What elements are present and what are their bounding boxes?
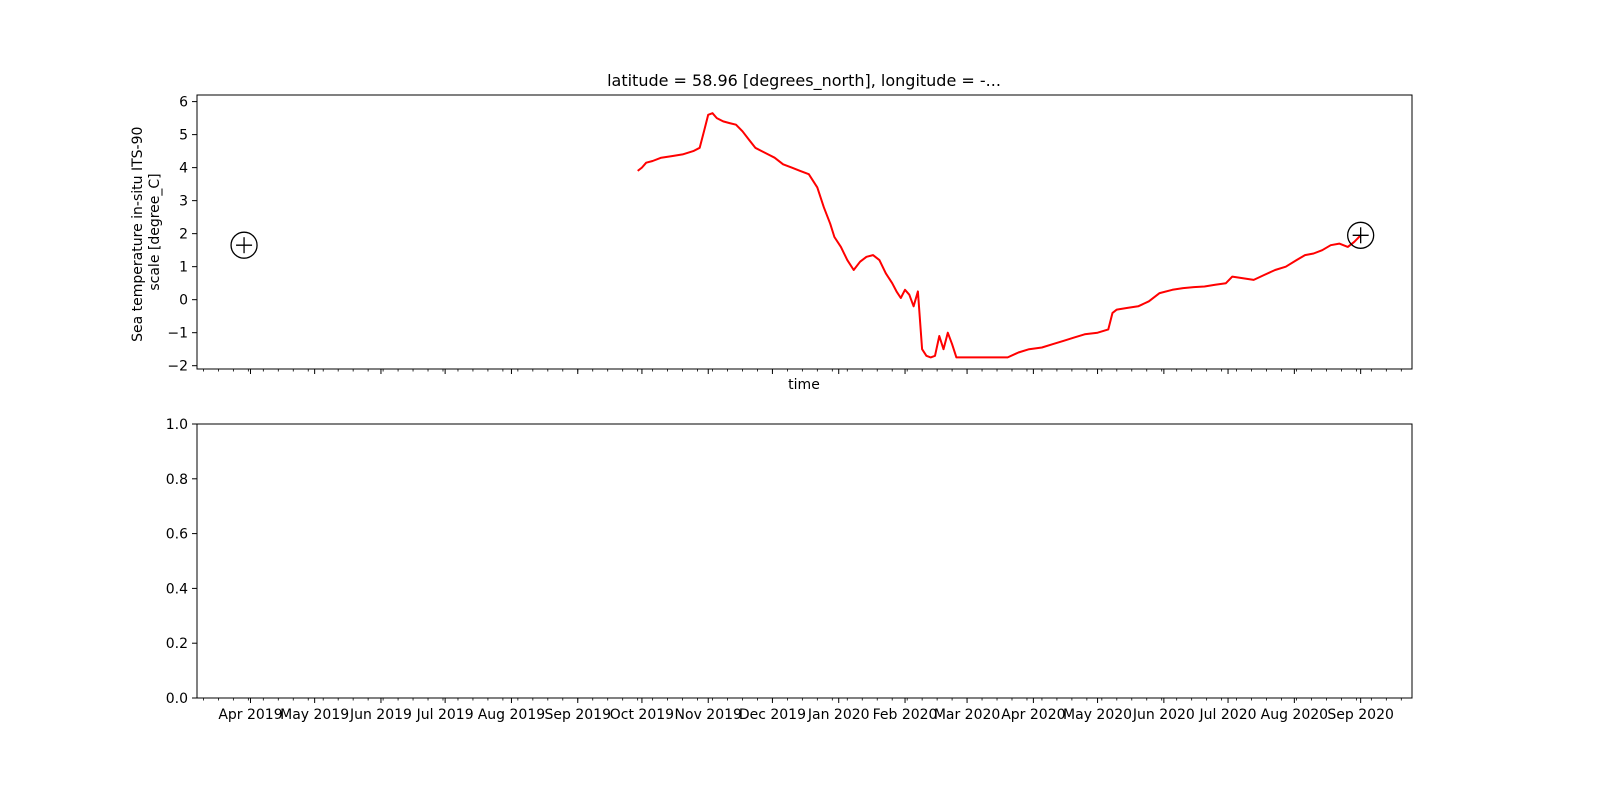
circled-plus-marker-ring [1347,221,1375,249]
bottom-xtick-label: Apr 2020 [1001,707,1065,723]
top-ytick-label: 6 [179,95,188,111]
top-x-major-ticks [249,369,1362,374]
bottom-xtick-label: Sep 2019 [545,707,611,723]
top-markers [230,221,1375,259]
bottom-xtick-label: Feb 2020 [873,707,938,723]
bottom-xtick-label: May 2020 [1063,707,1132,723]
top-x-axis-label: time [788,377,820,393]
top-y-axis-label-line-1: Sea temperature in-situ ITS-90 [130,127,146,342]
bottom-xtick-label: Nov 2019 [675,707,742,723]
temperature-series-line [637,112,1362,359]
top-ytick-label: 2 [179,227,188,243]
top-ytick-label: 4 [179,161,188,177]
top-axes-frame [196,94,1413,370]
top-ytick-label: 3 [179,194,188,210]
bottom-xtick-label: Jun 2020 [1132,707,1195,723]
bottom-xtick-label: Jul 2019 [416,707,474,723]
bottom-axes-frame [196,423,1413,699]
top-ytick-label: −2 [167,359,188,375]
bottom-xtick-label: Sep 2020 [1327,707,1393,723]
bottom-xtick-label: Oct 2019 [610,707,674,723]
top-temperature-panel: latitude = 58.96 [degrees_north], longit… [130,71,1413,393]
bottom-xtick-label: Dec 2019 [739,707,806,723]
top-ytick-label: 0 [179,293,188,309]
bottom-ytick-label: 1.0 [166,417,188,433]
bottom-xtick-label: Jan 2020 [807,707,870,723]
bottom-xtick-label: Jun 2019 [349,707,412,723]
bottom-y-ticks: 0.0 0.2 0.4 0.6 0.8 1.0 [166,417,197,707]
bottom-xtick-label: Aug 2020 [1261,707,1328,723]
top-ytick-label: −1 [167,326,188,342]
top-ytick-label: 5 [179,128,188,144]
bottom-xtick-label: Aug 2019 [478,707,545,723]
bottom-xtick-label: Apr 2019 [218,707,282,723]
bottom-ytick-label: 0.6 [166,527,188,543]
bottom-xtick-label: Jul 2020 [1199,707,1257,723]
bottom-ytick-label: 0.8 [166,472,188,488]
top-y-axis-label-line-2: scale [degree_C] [147,173,163,290]
bottom-xtick-label: May 2019 [280,707,349,723]
bottom-ytick-label: 0.4 [166,581,188,597]
top-ytick-label: 1 [179,260,188,276]
top-chart-title: latitude = 58.96 [degrees_north], longit… [607,71,1001,91]
bottom-ytick-label: 0.2 [166,636,188,652]
bottom-ytick-label: 0.0 [166,691,188,707]
circled-plus-marker-ring [230,231,258,259]
bottom-xtick-label: Mar 2020 [934,707,1001,723]
top-y-axis-label: Sea temperature in-situ ITS-90 scale [de… [130,122,163,342]
top-y-ticks: −2 −1 0 1 2 3 4 5 6 [167,95,197,375]
